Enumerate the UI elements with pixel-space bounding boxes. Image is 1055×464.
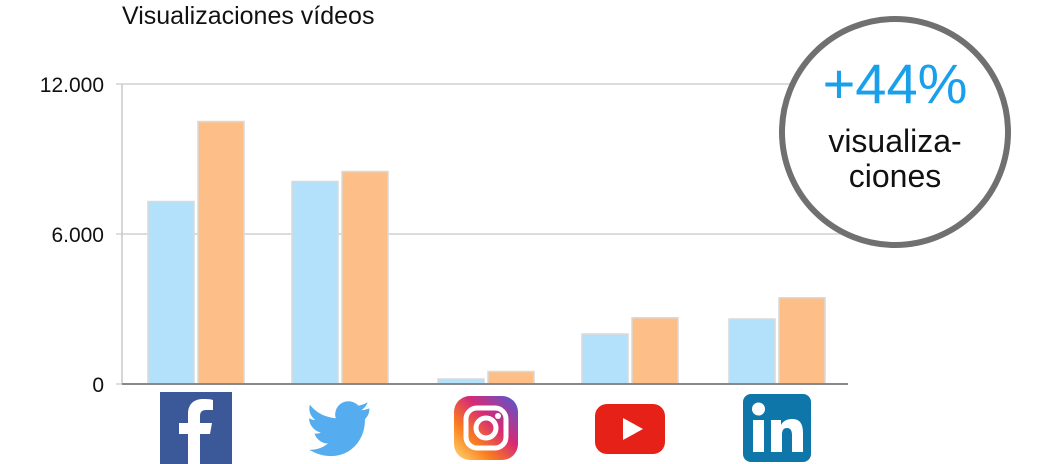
bar-series2-linkedin — [778, 297, 826, 385]
bar-series2-facebook — [197, 120, 245, 385]
bar-series1-twitter — [291, 180, 339, 385]
y-axis-ticks: 0 6.000 12.000 — [40, 74, 104, 397]
youtube-icon — [595, 404, 665, 454]
badge-label: visualiza-ciones — [828, 123, 962, 195]
bars — [147, 120, 826, 385]
linkedin-icon — [743, 394, 811, 462]
y-tick-label: 0 — [92, 374, 104, 397]
badge-value: +44% — [822, 52, 968, 115]
chart-title: Visualizaciones vídeos — [122, 2, 375, 30]
increase-badge: +44% visualiza-ciones — [779, 16, 1011, 248]
bar-series2-instagram — [487, 370, 535, 385]
category-icons — [160, 392, 811, 464]
bar-series1-youtube — [581, 333, 629, 385]
bar-series1-facebook — [147, 200, 195, 385]
facebook-icon — [160, 392, 232, 464]
bar-series1-linkedin — [728, 318, 776, 385]
y-tick-label: 6.000 — [51, 224, 104, 247]
instagram-icon — [454, 396, 518, 460]
y-tick-label: 12.000 — [40, 74, 104, 97]
bar-series2-twitter — [341, 170, 389, 385]
bar-series2-youtube — [631, 317, 679, 385]
twitter-icon — [309, 401, 370, 457]
